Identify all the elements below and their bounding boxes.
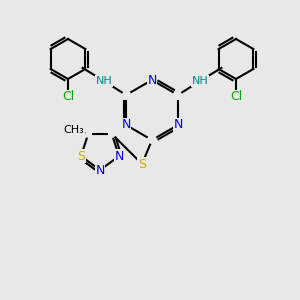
Text: NH: NH	[192, 76, 208, 86]
Text: CH₃: CH₃	[64, 125, 85, 135]
Text: S: S	[77, 150, 85, 163]
Text: N: N	[95, 164, 105, 176]
Text: Cl: Cl	[62, 91, 74, 103]
Text: N: N	[147, 74, 157, 86]
Text: Cl: Cl	[230, 91, 242, 103]
Text: N: N	[121, 118, 131, 131]
Text: N: N	[114, 150, 124, 163]
Text: N: N	[173, 118, 183, 131]
Text: NH: NH	[96, 76, 112, 86]
Text: S: S	[138, 158, 146, 170]
